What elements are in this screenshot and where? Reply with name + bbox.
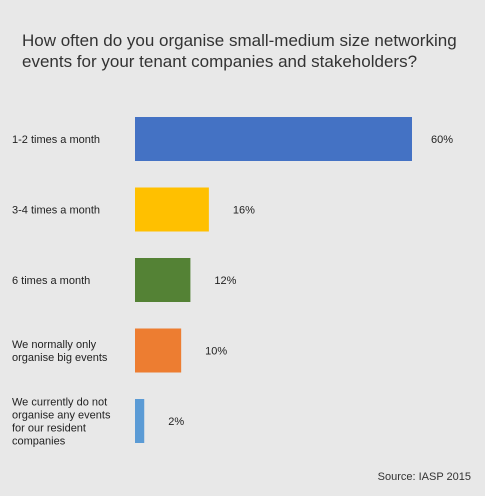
value-label: 16% — [233, 205, 255, 217]
bar-1 — [135, 187, 209, 232]
value-label: 2% — [168, 416, 184, 428]
bar-2 — [135, 258, 191, 302]
value-label: 60% — [431, 134, 453, 146]
value-label: 10% — [205, 346, 227, 358]
bar-4 — [135, 399, 145, 443]
category-label: 1-2 times a month — [12, 134, 100, 146]
category-label: 3-4 times a month — [12, 205, 100, 217]
bar-3 — [135, 328, 182, 373]
value-label: 12% — [214, 275, 236, 287]
category-label: We normally only organise big events — [12, 339, 108, 364]
category-label: 6 times a month — [12, 275, 90, 287]
chart-title: How often do you organise small-medium s… — [22, 31, 457, 71]
category-label: We currently do not organise any events fo… — [12, 397, 111, 448]
bar-0 — [135, 117, 412, 161]
source-note: Source: IASP 2015 — [377, 471, 471, 483]
